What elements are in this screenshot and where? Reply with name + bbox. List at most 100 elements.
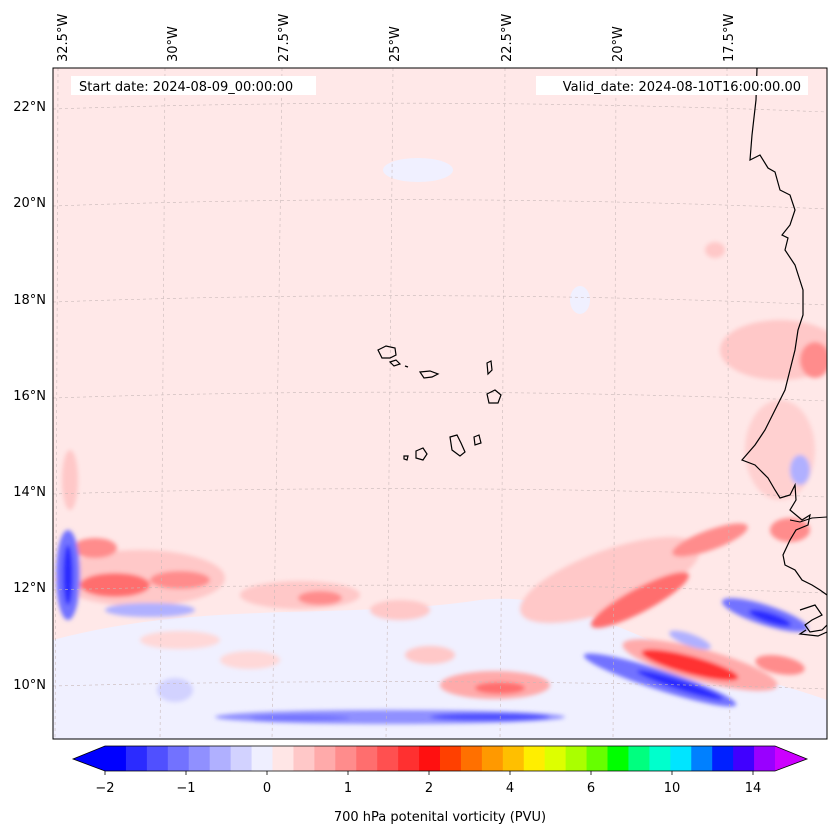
colorbar-cell (398, 746, 420, 771)
pv-positive-coast-core (800, 342, 827, 378)
colorbar-cell (377, 746, 399, 771)
island-sao-vicente (388, 359, 402, 367)
colorbar: −2 −1 0 1 2 4 6 10 14 700 hPa potenital vorticit… (71, 745, 809, 825)
colorbar-cell (691, 746, 713, 771)
pv-positive-east-arc-core (591, 572, 689, 628)
start-date-box (71, 76, 316, 95)
colorbar-cell (105, 746, 127, 771)
lat-label: 12°N (13, 581, 46, 596)
colorbar-extend-high (775, 746, 807, 771)
colorbar-cell (733, 746, 755, 771)
pv-field (53, 68, 827, 739)
colorbar-cell (230, 746, 253, 771)
colorbar-tick-label: 2 (425, 781, 433, 796)
pv-positive-south-core (475, 682, 525, 694)
lon-label: 25°W (388, 26, 403, 62)
pv-positive-band (370, 600, 430, 620)
colorbar-cell (209, 746, 232, 771)
colorbar-cell (460, 746, 483, 771)
start-date-label: Start date: 2024-08-09_00:00:00 (79, 80, 293, 95)
lat-label: 20°N (13, 196, 46, 211)
colorbar-cell (335, 746, 357, 771)
colorbar-cell (419, 746, 441, 771)
colorbar-cell (272, 746, 294, 771)
cape-verde-islands (377, 345, 502, 461)
colorbar-cell (356, 746, 378, 771)
colorbar-cell (523, 746, 546, 771)
colorbar-cell (607, 746, 629, 771)
pv-negative-mid (105, 603, 195, 617)
colorbar-cell (440, 746, 462, 771)
island-santa-luzia (404, 365, 409, 368)
island-sao-nicolau (418, 370, 440, 379)
pv-positive-west-edge (62, 450, 78, 510)
colorbar-cell (628, 746, 650, 771)
africa-coastline (740, 68, 827, 596)
colorbar-tick-label: 14 (745, 781, 762, 796)
colorbar-cell (167, 746, 190, 771)
colorbar-cell (754, 746, 776, 771)
colorbar-cell (670, 746, 692, 771)
valid-date-label: Valid_date: 2024-08-10T16:00:00.00 (563, 80, 801, 95)
island-fogo (415, 447, 428, 461)
colorbar-tick-label: 1 (344, 781, 352, 796)
longitude-labels: 32.5°W 30°W 27.5°W 25°W 22.5°W 20°W 17.5… (56, 14, 737, 62)
pv-weak-negative-patch (383, 158, 453, 182)
colorbar-cell (188, 746, 211, 771)
pv-negative-east-streak-core (637, 670, 723, 700)
pv-positive-west-inner (73, 538, 117, 558)
colorbar-cells (105, 746, 776, 771)
colorbar-tick-label: 0 (263, 781, 271, 796)
colorbar-cell (481, 746, 504, 771)
colorbar-tick-label: 10 (664, 781, 681, 796)
pv-positive-east-streak (755, 655, 805, 675)
pv-positive-coast (720, 320, 827, 380)
pv-positive-mid (140, 631, 220, 649)
colorbar-cell (146, 746, 169, 771)
lat-label: 14°N (13, 485, 46, 500)
colorbar-ticks: −2 −1 0 1 2 4 6 10 14 (95, 771, 761, 796)
island-santo-antao (377, 345, 397, 359)
colorbar-cell (586, 746, 608, 771)
lon-label: 17.5°W (722, 14, 737, 62)
pv-negative-east-streak-core (749, 609, 791, 627)
lon-label: 30°W (166, 26, 181, 62)
pv-negative-south-band-core (250, 715, 350, 721)
colorbar-cell (649, 746, 671, 771)
lat-label: 18°N (13, 293, 46, 308)
pv-negative-mid (157, 678, 193, 702)
pv-positive-east-streak-core (641, 649, 739, 681)
colorbar-cell (251, 746, 273, 771)
pv-positive-coast (770, 518, 810, 542)
pv-positive-west-core (150, 571, 210, 589)
colorbar-cell (712, 746, 734, 771)
lat-label: 22°N (13, 100, 46, 115)
pv-positive-band-core (298, 591, 342, 605)
colorbar-cell (565, 746, 588, 771)
pv-negative-south-band-core (430, 713, 550, 721)
lon-label: 32.5°W (56, 14, 71, 62)
pv-positive-coast (745, 400, 815, 500)
colorbar-tick-label: 4 (506, 781, 514, 796)
map-frame (52, 67, 828, 740)
lat-label: 16°N (13, 389, 46, 404)
lon-label: 27.5°W (277, 14, 292, 62)
latitude-labels: 22°N 20°N 18°N 16°N 14°N 12°N 10°N (13, 100, 46, 693)
pv-negative-west-edge-core (63, 545, 73, 605)
africa-coastline-south (798, 604, 827, 637)
colorbar-cell (502, 746, 525, 771)
lat-label: 10°N (13, 678, 46, 693)
pv-positive-south (405, 646, 455, 664)
pv-positive-east-arc (520, 536, 700, 624)
colorbar-tick-label: −2 (95, 781, 114, 796)
gambia-outline (789, 516, 827, 523)
colorbar-extend-low (73, 746, 105, 771)
pv-positive-coast (705, 242, 725, 258)
colorbar-tick-label: 6 (587, 781, 595, 796)
lon-label: 20°W (611, 26, 626, 62)
pv-positive-mid (220, 651, 280, 669)
pv-negative-mid (790, 455, 810, 485)
lon-label: 22.5°W (500, 14, 515, 62)
pv-weak-negative-patch (570, 286, 590, 314)
